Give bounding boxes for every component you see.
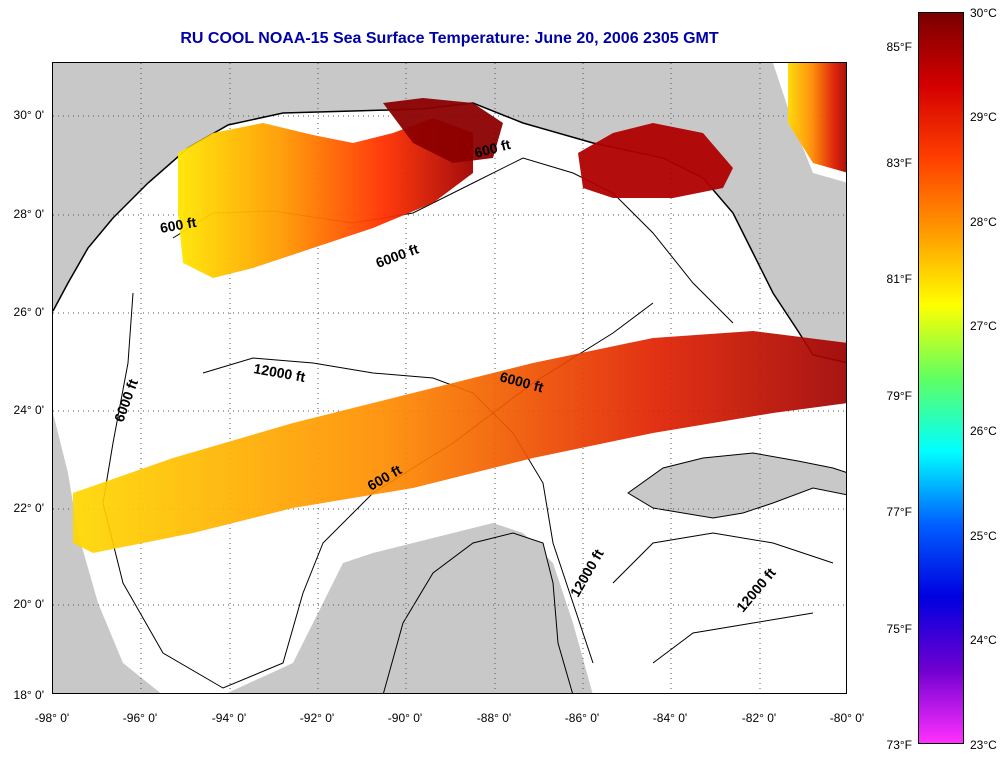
map-title: RU COOL NOAA-15 Sea Surface Temperature:… bbox=[180, 30, 719, 47]
sst-atlantic bbox=[788, 63, 846, 173]
colorbar-c-label: 28°C bbox=[970, 215, 997, 229]
colorbar-c-label: 26°C bbox=[970, 424, 997, 438]
temperature-colorbar bbox=[918, 12, 964, 744]
lon-tick-label: -88° 0' bbox=[476, 711, 512, 725]
sst-central-swath bbox=[73, 331, 846, 553]
sst-north-shelf bbox=[178, 118, 473, 278]
sst-map: 600 ft 600 ft 6000 ft 12000 ft 6000 ft 6… bbox=[52, 62, 847, 694]
colorbar-f-label: 79°F bbox=[886, 389, 912, 403]
colorbar-f-label: 81°F bbox=[886, 272, 912, 286]
sst-data bbox=[73, 63, 846, 553]
lon-tick-label: -96° 0' bbox=[122, 711, 158, 725]
colorbar-c-label: 29°C bbox=[970, 110, 997, 124]
colorbar-f-label: 83°F bbox=[886, 156, 912, 170]
lon-tick-label: -80° 0' bbox=[829, 711, 865, 725]
colorbar-c-label: 27°C bbox=[970, 319, 997, 333]
lat-tick-label: 28° 0' bbox=[13, 207, 44, 221]
lon-tick-label: -86° 0' bbox=[564, 711, 600, 725]
lat-tick-label: 20° 0' bbox=[13, 597, 44, 611]
lat-tick-label: 26° 0' bbox=[13, 305, 44, 319]
lat-tick-label: 24° 0' bbox=[13, 403, 44, 417]
lon-tick-label: -82° 0' bbox=[741, 711, 777, 725]
lon-tick-label: -94° 0' bbox=[211, 711, 247, 725]
colorbar-c-label: 30°C bbox=[970, 6, 997, 20]
lat-tick-label: 18° 0' bbox=[13, 688, 44, 702]
contour-label: 600 ft bbox=[159, 214, 198, 236]
sst-mississippi bbox=[383, 98, 503, 163]
yucatan-land bbox=[383, 532, 573, 693]
colorbar-f-label: 75°F bbox=[886, 622, 912, 636]
lat-tick-label: 30° 0' bbox=[13, 108, 44, 122]
lon-tick-label: -92° 0' bbox=[299, 711, 335, 725]
lon-tick-label: -90° 0' bbox=[387, 711, 423, 725]
sst-florida-shelf bbox=[578, 123, 733, 198]
cuba-land bbox=[627, 452, 846, 519]
lon-tick-label: -98° 0' bbox=[34, 711, 70, 725]
colorbar-f-label: 77°F bbox=[886, 505, 912, 519]
colorbar-c-label: 24°C bbox=[970, 633, 997, 647]
colorbar-c-label: 23°C bbox=[970, 738, 997, 752]
colorbar-f-label: 73°F bbox=[886, 738, 912, 752]
lon-tick-label: -84° 0' bbox=[652, 711, 688, 725]
map-svg: 600 ft 600 ft 6000 ft 12000 ft 6000 ft 6… bbox=[53, 63, 846, 693]
lat-tick-label: 22° 0' bbox=[13, 501, 44, 515]
colorbar-c-label: 25°C bbox=[970, 529, 997, 543]
colorbar-f-label: 85°F bbox=[886, 40, 912, 54]
